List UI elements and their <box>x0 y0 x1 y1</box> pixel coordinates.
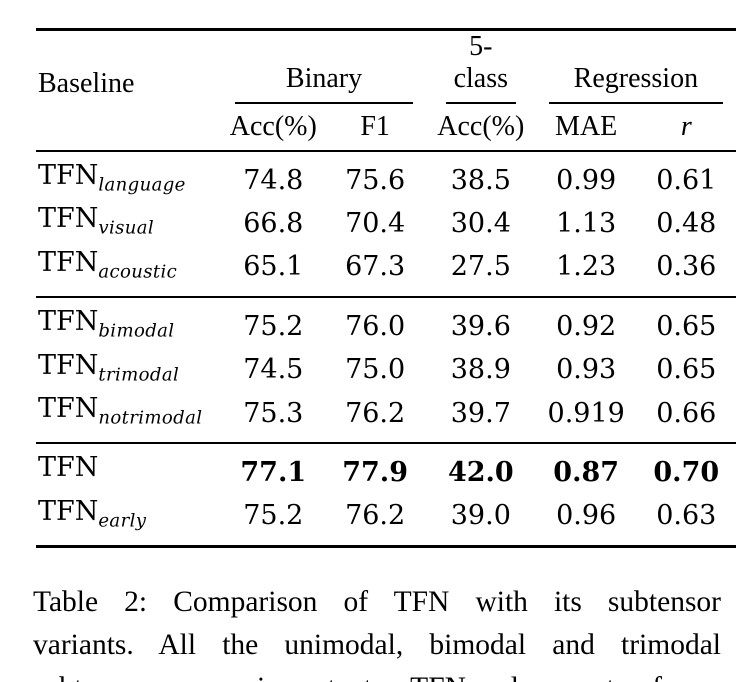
table-header: Baseline Binary 5-class Regression Acc(%… <box>36 30 736 151</box>
model-subscript: early <box>98 510 147 532</box>
metric-header-row: Acc(%) F1 Acc(%) MAE r <box>36 104 736 151</box>
cell-r: 0.66 <box>656 397 717 429</box>
cell-5class-acc: 38.9 <box>450 354 511 386</box>
cell-r: 0.48 <box>656 208 717 240</box>
model-name: TFN <box>38 160 99 191</box>
section-multimodal-variants: TFNbimodal 75.2 76.0 39.6 0.92 0.65 TFNt… <box>36 297 736 443</box>
cell-5class-acc: 42.0 <box>447 457 514 489</box>
baseline-column-header: Baseline <box>38 67 135 99</box>
column-header-r: r <box>680 111 692 142</box>
model-subscript: trimodal <box>98 363 180 385</box>
group-header-binary: Binary <box>222 30 426 104</box>
cell-r: 0.70 <box>653 457 720 489</box>
cell-mae: 0.919 <box>547 397 625 429</box>
table-row-tfn: TFN 77.1 77.9 42.0 0.87 0.70 <box>36 443 736 494</box>
cell-5class-acc: 38.5 <box>450 164 511 196</box>
cell-binary-acc: 74.5 <box>243 354 304 386</box>
cell-mae: 0.93 <box>556 354 617 386</box>
model-name: TFN <box>38 203 99 235</box>
cell-binary-acc: 65.1 <box>243 251 304 283</box>
cell-binary-acc: 66.8 <box>243 208 304 240</box>
row-label: TFN <box>36 443 222 494</box>
cell-mae: 0.92 <box>556 310 617 342</box>
model-name: TFN <box>38 392 99 424</box>
cell-mae: 1.23 <box>556 251 617 283</box>
model-subscript: visual <box>98 217 155 239</box>
cell-binary-acc: 74.8 <box>243 164 304 196</box>
cell-binary-acc: 77.1 <box>240 457 307 489</box>
model-name: TFN <box>38 306 99 338</box>
column-header-5class-acc: Acc(%) <box>437 111 525 142</box>
group-header-regression: Regression <box>536 30 736 104</box>
cell-5class-acc: 39.0 <box>450 500 511 532</box>
cell-binary-f1: 70.4 <box>345 208 406 240</box>
model-name: TFN <box>38 495 99 527</box>
model-name: TFN <box>38 452 99 484</box>
table-row: TFNacoustic 65.1 67.3 27.5 1.23 0.36 <box>36 246 736 297</box>
group-label-binary: Binary <box>235 63 413 104</box>
cell-binary-f1: 77.9 <box>342 457 408 489</box>
table-row: TFNtrimodal 74.5 75.0 38.9 0.93 0.65 <box>36 349 736 392</box>
caption-line: Table 2: Comparison of TFN with its subt… <box>33 586 721 619</box>
cell-5class-acc: 39.7 <box>450 397 511 429</box>
model-subscript: acoustic <box>98 261 178 283</box>
cell-5class-acc: 30.4 <box>450 208 511 240</box>
cell-r: 0.63 <box>656 500 717 532</box>
table-row: TFNearly 75.2 76.2 39.0 0.96 0.63 <box>36 495 736 547</box>
table-row: TFNnotrimodal 75.3 76.2 39.7 0.919 0.66 <box>36 392 736 443</box>
cell-binary-f1: 76.2 <box>345 500 406 532</box>
group-header-5class: 5-class <box>426 30 536 104</box>
cell-mae: 0.99 <box>556 164 617 196</box>
model-subscript: bimodal <box>98 320 175 342</box>
row-label: TFNnotrimodal <box>36 392 222 443</box>
table-row: TFNbimodal 75.2 76.0 39.6 0.92 0.65 <box>36 297 736 348</box>
cell-binary-f1: 75.0 <box>345 354 406 386</box>
model-name: TFN <box>38 246 99 278</box>
column-header-mae: MAE <box>555 111 618 142</box>
group-header-row: Baseline Binary 5-class Regression <box>36 30 736 104</box>
row-label: TFNtrimodal <box>36 349 222 392</box>
column-header-binary-f1: F1 <box>360 111 390 142</box>
cell-binary-f1: 76.2 <box>345 397 406 429</box>
caption-line: subtensors are important. TFN also outpe… <box>33 667 721 682</box>
group-label-5class: 5-class <box>445 31 516 104</box>
section-tfn-final: TFN 77.1 77.9 42.0 0.87 0.70 TFNearly 75… <box>36 443 736 546</box>
paper-page: Baseline Binary 5-class Regression Acc(%… <box>0 28 754 682</box>
cell-mae: 0.87 <box>553 457 620 489</box>
model-subscript: language <box>98 174 186 196</box>
row-label: TFNlanguage <box>36 151 222 202</box>
caption-line: variants. All the unimodal, bimodal and … <box>33 629 721 662</box>
cell-binary-f1: 76.0 <box>345 310 406 342</box>
results-table: Baseline Binary 5-class Regression Acc(%… <box>36 28 736 549</box>
cell-binary-acc: 75.3 <box>243 397 304 429</box>
cell-5class-acc: 27.5 <box>450 251 511 283</box>
cell-binary-acc: 75.2 <box>243 310 304 342</box>
row-label: TFNbimodal <box>36 297 222 348</box>
cell-binary-f1: 75.6 <box>345 164 406 196</box>
model-name: TFN <box>38 349 99 381</box>
row-label: TFNearly <box>36 495 222 547</box>
column-header-binary-acc: Acc(%) <box>229 111 317 142</box>
table-row: TFNlanguage 74.8 75.6 38.5 0.99 0.61 <box>36 151 736 202</box>
table-caption: Table 2: Comparison of TFN with its subt… <box>33 581 721 682</box>
cell-5class-acc: 39.6 <box>450 310 511 342</box>
cell-r: 0.61 <box>656 164 717 196</box>
cell-binary-f1: 67.3 <box>345 251 406 283</box>
cell-binary-acc: 75.2 <box>243 500 304 532</box>
row-label: TFNacoustic <box>36 246 222 297</box>
section-unimodal: TFNlanguage 74.8 75.6 38.5 0.99 0.61 TFN… <box>36 151 736 297</box>
table-row: TFNvisual 66.8 70.4 30.4 1.13 0.48 <box>36 202 736 245</box>
cell-r: 0.65 <box>656 354 717 386</box>
cell-r: 0.65 <box>656 310 717 342</box>
cell-mae: 0.96 <box>556 500 617 532</box>
cell-mae: 1.13 <box>556 208 617 240</box>
group-label-regression: Regression <box>548 63 723 104</box>
cell-r: 0.36 <box>656 251 717 283</box>
model-subscript: notrimodal <box>98 407 203 429</box>
row-label: TFNvisual <box>36 202 222 245</box>
